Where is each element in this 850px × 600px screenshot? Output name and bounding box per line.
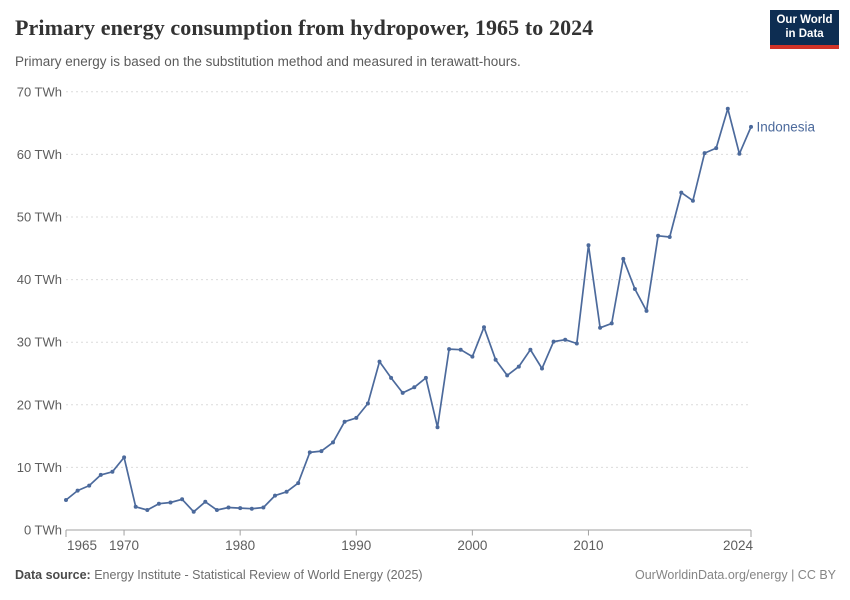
data-point	[551, 339, 556, 344]
data-point	[435, 425, 440, 430]
y-axis-tick-label: 60 TWh	[17, 147, 62, 162]
y-axis-tick-label: 40 TWh	[17, 272, 62, 287]
data-point	[342, 419, 347, 424]
data-point	[307, 450, 312, 455]
data-point	[679, 190, 684, 195]
data-point	[482, 325, 486, 330]
data-point	[609, 321, 614, 326]
data-point	[656, 233, 661, 238]
data-point	[389, 375, 394, 380]
y-axis-tick-label: 20 TWh	[17, 397, 62, 412]
series-label-indonesia: Indonesia	[757, 119, 816, 134]
data-point	[598, 325, 603, 330]
owid-logo-text-line1: Our World	[776, 14, 833, 26]
data-point	[714, 146, 719, 151]
y-axis-tick-label: 10 TWh	[17, 460, 62, 475]
y-axis-tick-label: 70 TWh	[17, 84, 62, 99]
data-point	[505, 373, 510, 378]
data-point	[261, 505, 266, 510]
data-point	[412, 385, 417, 390]
data-point	[122, 455, 127, 460]
data-point	[458, 347, 463, 352]
data-point	[737, 151, 742, 156]
data-point	[574, 341, 579, 346]
data-point	[563, 337, 568, 342]
data-point	[226, 505, 231, 510]
data-point	[284, 489, 289, 494]
data-point	[725, 106, 730, 111]
x-axis-tick-label: 2000	[457, 538, 487, 553]
data-point	[319, 449, 324, 454]
y-axis-tick-label: 50 TWh	[17, 210, 62, 225]
data-point	[87, 483, 92, 488]
x-axis-tick-label: 2010	[573, 538, 603, 553]
data-source-text: Data source: Energy Institute - Statisti…	[15, 568, 423, 582]
data-point	[331, 440, 335, 445]
data-point	[98, 472, 103, 477]
data-point	[273, 493, 277, 498]
data-point	[690, 198, 695, 203]
data-point	[180, 497, 185, 502]
chart-title: Primary energy consumption from hydropow…	[15, 15, 594, 40]
data-point	[667, 235, 672, 239]
indonesia-line	[65, 107, 752, 513]
data-point	[540, 366, 544, 371]
data-point	[749, 124, 753, 129]
credit-text: OurWorldinData.org/energy | CC BY	[634, 568, 836, 582]
data-point	[156, 501, 161, 506]
data-point	[528, 347, 533, 352]
data-point	[365, 401, 370, 406]
data-source-label: Data source:	[15, 568, 91, 582]
data-point	[214, 508, 219, 512]
data-point	[621, 256, 626, 261]
data-point	[586, 243, 591, 248]
chart-subtitle: Primary energy is based on the substitut…	[15, 54, 521, 69]
data-point	[377, 359, 382, 364]
data-point	[296, 481, 301, 486]
owid-logo-text-line2: in Data	[785, 27, 824, 40]
data-point	[191, 509, 196, 514]
data-point	[447, 347, 452, 352]
data-point	[64, 498, 68, 502]
x-axis-tick-label: 1965	[67, 538, 97, 553]
line-chart-canvas: 0 TWh 10 TWh 20 TWh 30 TWh 40 TWh 50 TWh 60 TW…	[17, 84, 816, 553]
data-point	[145, 508, 150, 512]
data-point	[423, 375, 428, 380]
data-point	[249, 506, 254, 511]
data-source-value: Energy Institute - Statistical Review of…	[90, 568, 423, 582]
x-axis-tick-label: 1970	[109, 538, 139, 553]
data-point	[400, 390, 405, 395]
owid-logo-box: Our World in Data	[770, 10, 839, 45]
data-point	[133, 504, 138, 509]
owid-logo-red-bar	[770, 45, 839, 49]
y-axis-tick-label: 30 TWh	[17, 335, 62, 350]
data-point	[75, 488, 80, 493]
data-point	[632, 287, 637, 291]
x-axis-tick-label: 1990	[341, 538, 371, 553]
data-point	[238, 506, 243, 511]
data-point	[168, 500, 173, 505]
data-point	[110, 469, 115, 474]
x-axis-tick-label: 2024	[723, 538, 754, 553]
chart-footer: Data source: Energy Institute - Statisti…	[15, 568, 836, 582]
data-point	[493, 357, 498, 362]
data-point	[644, 308, 649, 313]
x-axis-tick-label: 1980	[225, 538, 255, 553]
data-point	[203, 499, 208, 504]
data-point	[516, 364, 521, 369]
data-point	[470, 354, 475, 359]
owid-logo: Our World in Data	[770, 10, 839, 49]
data-point	[354, 415, 359, 420]
data-point	[702, 151, 707, 156]
y-axis-tick-label: 0 TWh	[24, 523, 62, 538]
